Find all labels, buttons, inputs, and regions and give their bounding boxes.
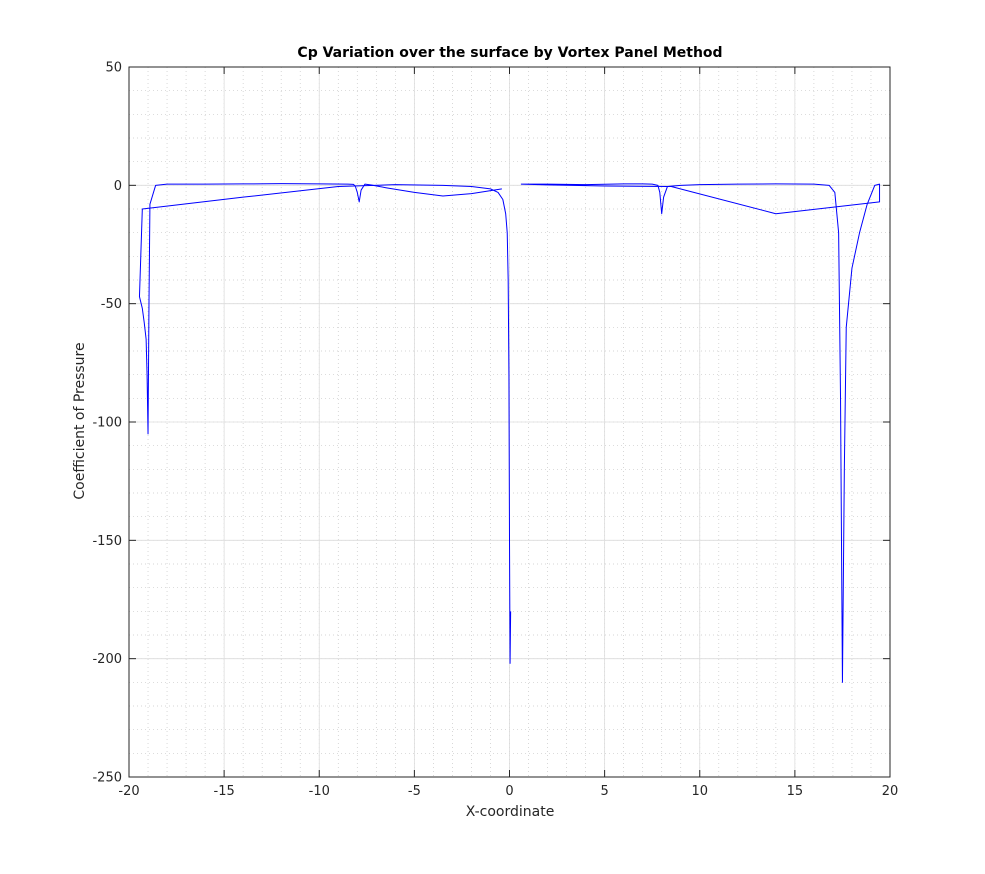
y-tick-label: -100 — [92, 416, 122, 431]
data-layer — [138, 183, 881, 683]
x-tick-label: 10 — [691, 784, 708, 799]
y-tick-label: -250 — [92, 771, 122, 786]
x-tick-label: 15 — [787, 784, 804, 799]
y-axis-label: Coefficient of Pressure — [72, 342, 88, 499]
tick-marks — [128, 66, 891, 778]
x-axis-label: X-coordinate — [466, 804, 555, 820]
y-tick-label: 50 — [105, 61, 122, 76]
y-tick-label: 0 — [114, 179, 122, 194]
x-tick-label: -5 — [408, 784, 421, 799]
x-tick-label: -10 — [309, 784, 330, 799]
x-tick-labels: -20 -15 -10 -5 0 5 10 15 20 — [118, 784, 898, 799]
y-tick-labels: -250 -200 -150 -100 -50 0 50 — [92, 61, 122, 786]
chart-title: Cp Variation over the surface by Vortex … — [297, 45, 722, 61]
y-tick-label: -200 — [92, 652, 122, 667]
x-tick-label: 5 — [600, 784, 608, 799]
y-tick-label: -50 — [101, 297, 122, 312]
x-tick-label: -15 — [214, 784, 235, 799]
x-tick-label: -20 — [118, 784, 139, 799]
y-tick-label: -150 — [92, 534, 122, 549]
x-tick-label: 20 — [882, 784, 899, 799]
series-line-segment-2 — [520, 183, 881, 683]
x-tick-label: 0 — [505, 784, 513, 799]
series-line-segment-1 — [138, 183, 512, 664]
